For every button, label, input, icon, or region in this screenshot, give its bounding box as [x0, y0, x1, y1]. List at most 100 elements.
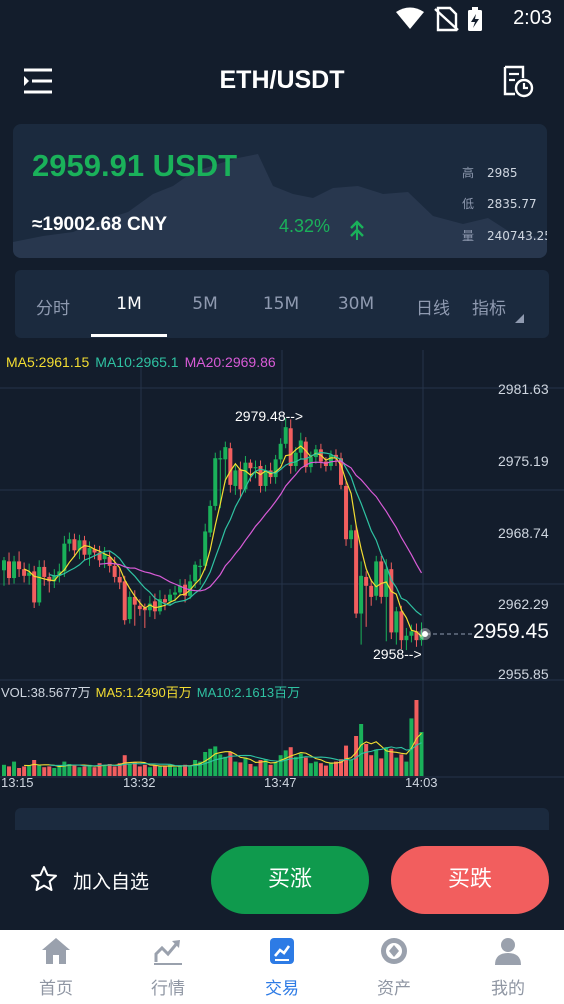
- volume-bar: [7, 766, 12, 776]
- volume-bar: [57, 766, 62, 776]
- nav-item-market[interactable]: 行情: [112, 930, 224, 1004]
- stat-volume-value: 240743.25: [487, 229, 547, 243]
- low-annotation: 2958-->: [373, 646, 422, 662]
- volume-bar: [162, 766, 167, 776]
- volume-bar: [107, 764, 112, 776]
- candle-body: [27, 572, 32, 576]
- candle-body: [253, 467, 258, 469]
- volume-bar: [258, 760, 263, 776]
- volume-bar: [213, 746, 218, 776]
- candle-body: [57, 571, 62, 576]
- volume-bar: [349, 760, 354, 776]
- nav-item-assets[interactable]: 资产: [338, 930, 450, 1004]
- buy-down-button[interactable]: 买跌: [391, 846, 549, 914]
- candle-body: [2, 560, 6, 571]
- candle-body: [263, 470, 268, 486]
- candle-body: [379, 561, 384, 597]
- stat-high-value: 2985: [487, 166, 518, 180]
- volume-bar: [404, 761, 409, 776]
- candle-body: [87, 548, 92, 555]
- candle-body: [404, 635, 409, 641]
- last-price-marker-label: 2959.45: [473, 620, 549, 643]
- volume-bar: [303, 757, 308, 776]
- candle-body: [333, 454, 338, 459]
- volume-bar: [178, 765, 183, 776]
- kline-chart[interactable]: [0, 346, 564, 794]
- candle-body: [107, 556, 112, 566]
- candle-body: [188, 581, 193, 596]
- buy-up-button[interactable]: 买涨: [211, 846, 369, 914]
- home-icon: [42, 938, 70, 964]
- volume-bar: [37, 764, 42, 776]
- candle-body: [127, 596, 132, 620]
- volume-bar: [339, 759, 344, 776]
- tab-15m[interactable]: 15M: [262, 294, 300, 314]
- volume-bar: [87, 764, 92, 776]
- stat-high-label: 高: [462, 166, 475, 180]
- candle-body: [399, 611, 404, 641]
- candle-body: [218, 458, 223, 460]
- candle-body: [273, 459, 278, 478]
- candle-body: [132, 596, 137, 605]
- candle-body: [419, 634, 424, 641]
- x-tick-label: 13:15: [1, 775, 34, 790]
- candle-body: [193, 564, 198, 582]
- volume-bar: [293, 756, 298, 776]
- volume-bar: [298, 753, 303, 776]
- app-bar: ETH/USDT: [0, 52, 564, 110]
- candle-body: [32, 571, 37, 603]
- candle-body: [238, 469, 243, 490]
- volume-bar: [273, 762, 278, 776]
- nav-item-trade[interactable]: 交易: [226, 930, 338, 1004]
- ma10-value: MA10:2965.1: [95, 354, 179, 370]
- y-tick-label: 2955.85: [498, 666, 549, 682]
- volume-bar: [394, 757, 399, 776]
- stat-volume: 量 240743.25: [462, 227, 547, 244]
- chart-icon: [154, 940, 182, 965]
- nav-label-trade: 交易: [265, 979, 299, 999]
- volume-bar: [288, 747, 293, 776]
- double-chevron-up-icon: [350, 220, 364, 240]
- volume-bar: [72, 765, 77, 776]
- volume-bar: [22, 766, 27, 776]
- candle-body: [243, 462, 248, 490]
- candle-body: [42, 566, 47, 577]
- volume-bar: [379, 758, 384, 776]
- tab-30m[interactable]: 30M: [337, 294, 375, 314]
- candle-body: [47, 576, 52, 582]
- volume-bar: [92, 767, 97, 776]
- tab-daily[interactable]: 日线: [416, 299, 450, 319]
- action-bar: 加入自选 买涨 买跌: [0, 830, 564, 930]
- candle-body: [152, 601, 157, 612]
- candle-body: [12, 561, 17, 579]
- volume-bar: [333, 761, 338, 776]
- candle-body: [228, 448, 233, 485]
- nav-item-home[interactable]: 首页: [0, 930, 112, 1004]
- nav-label-market: 行情: [151, 979, 185, 999]
- volume-bar: [117, 763, 122, 776]
- volume-bar: [47, 766, 52, 776]
- ma20-line: [99, 460, 423, 592]
- tab-1m[interactable]: 1M: [116, 294, 142, 314]
- volume-bar: [52, 768, 57, 776]
- order-history-icon[interactable]: [500, 64, 534, 98]
- nav-label-profile: 我的: [491, 979, 525, 999]
- volume-bar: [399, 754, 404, 776]
- volume-bar: [318, 763, 323, 776]
- nav-label-home: 首页: [39, 979, 73, 999]
- stat-volume-label: 量: [462, 229, 475, 243]
- volume-bar: [233, 761, 238, 776]
- tab-timeshare[interactable]: 分时: [36, 299, 70, 319]
- y-tick-label: 2962.29: [498, 596, 549, 612]
- menu-icon[interactable]: [22, 66, 54, 96]
- tab-indicators[interactable]: 指标: [472, 299, 506, 319]
- volume-bar: [183, 764, 188, 776]
- volume-bar: [223, 756, 228, 776]
- volume-ma5: MA5:1.2490百万: [95, 685, 192, 700]
- candle-body: [339, 458, 344, 485]
- nav-item-profile[interactable]: 我的: [452, 930, 564, 1004]
- volume-bar: [62, 761, 67, 776]
- high-annotation: 2979.48-->: [235, 408, 304, 424]
- tab-5m[interactable]: 5M: [192, 294, 218, 314]
- status-time: 2:03: [513, 7, 552, 29]
